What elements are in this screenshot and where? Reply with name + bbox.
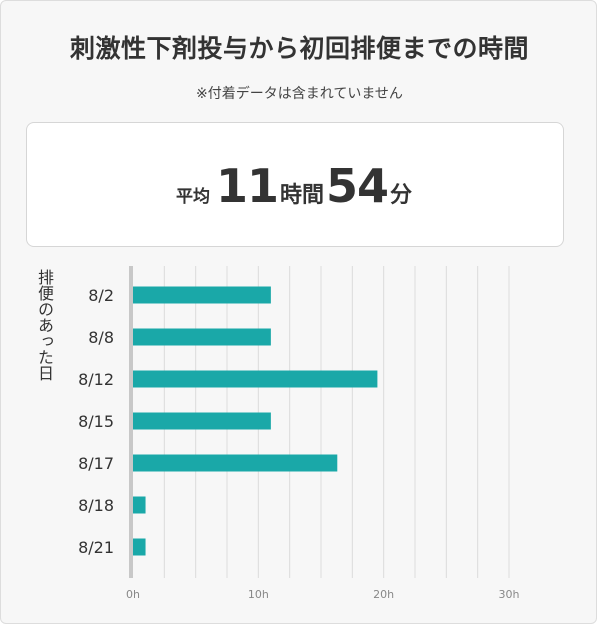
category-label: 8/15 bbox=[78, 412, 114, 431]
average-summary-box: 平均 11 時間 54 分 bbox=[26, 122, 564, 247]
bar-8-18 bbox=[133, 496, 146, 514]
average-hours: 11 bbox=[215, 159, 279, 213]
x-tick-label: 20h bbox=[373, 588, 394, 601]
category-label: 8/21 bbox=[78, 538, 114, 557]
bar-8-12 bbox=[133, 370, 378, 388]
chart-title: 刺激性下剤投与から初回排便までの時間 bbox=[69, 34, 529, 63]
category-label: 8/8 bbox=[88, 328, 114, 347]
average-prefix: 平均 bbox=[175, 187, 210, 207]
average-hours-unit: 時間 bbox=[279, 183, 324, 208]
category-label: 8/17 bbox=[78, 454, 114, 473]
bar-8-15 bbox=[133, 412, 271, 430]
y-axis-label: 排便のあった日 bbox=[35, 269, 54, 381]
bar-8-21 bbox=[133, 538, 146, 556]
category-label: 8/12 bbox=[78, 370, 114, 389]
chart-subtitle: ※付着データは含まれていません bbox=[196, 86, 403, 102]
bar-8-8 bbox=[133, 328, 271, 346]
x-tick-label: 30h bbox=[499, 588, 520, 601]
average-minutes: 54 bbox=[326, 159, 389, 213]
bar-8-17 bbox=[133, 454, 338, 472]
average-summary: 平均 11 時間 54 分 bbox=[27, 123, 563, 246]
average-minutes-unit: 分 bbox=[390, 183, 413, 208]
bar-8-2 bbox=[133, 286, 271, 304]
category-label: 8/18 bbox=[78, 496, 114, 515]
category-label: 8/2 bbox=[88, 286, 114, 305]
x-tick-label: 0h bbox=[126, 588, 140, 601]
x-tick-label: 10h bbox=[248, 588, 269, 601]
